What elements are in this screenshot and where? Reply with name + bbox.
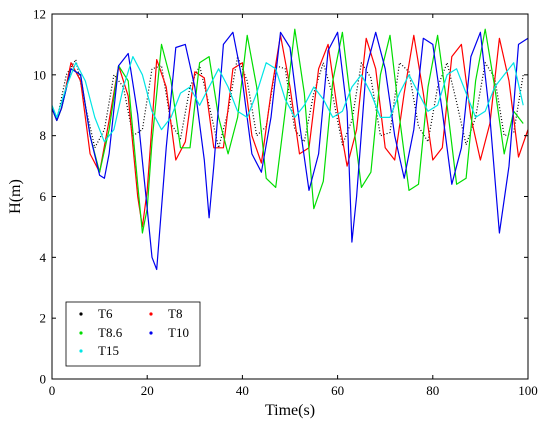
y-tick-label: 12 <box>33 7 46 22</box>
legend-label: T15 <box>98 343 119 358</box>
series-line-t10 <box>51 31 529 271</box>
legend-marker <box>149 312 153 316</box>
legend-label: T8.6 <box>98 325 123 340</box>
x-tick-label: 80 <box>426 383 439 398</box>
legend-label: T8 <box>168 306 182 321</box>
x-axis-title: Time(s) <box>265 402 315 419</box>
x-tick-label: 100 <box>518 383 538 398</box>
legend-label: T6 <box>98 306 113 321</box>
legend-marker <box>79 312 83 316</box>
series-line-t6 <box>51 55 524 149</box>
legend-marker <box>79 331 83 335</box>
y-tick-label: 2 <box>40 311 47 326</box>
legend-box <box>65 301 201 367</box>
y-tick-label: 8 <box>40 128 47 143</box>
y-tick-label: 4 <box>40 250 47 265</box>
series-line-t15 <box>51 55 524 143</box>
y-axis-title: H(m) <box>7 179 24 214</box>
legend-marker <box>79 349 83 353</box>
legend: T6 T8 T8.6 T10 T15 <box>65 301 201 367</box>
x-tick-label: 20 <box>141 383 154 398</box>
x-tick-label: 60 <box>331 383 344 398</box>
y-tick-label: 6 <box>40 189 47 204</box>
y-tick-label: 10 <box>33 67 46 82</box>
plot-series-group <box>51 28 529 271</box>
legend-label: T10 <box>168 325 189 340</box>
legend-marker <box>149 331 153 335</box>
y-tick-label: 0 <box>40 372 47 387</box>
x-tick-label: 40 <box>236 383 249 398</box>
series-line-t8-6 <box>51 28 524 234</box>
x-tick-label: 0 <box>49 383 56 398</box>
axis-ticks-group: 0 20 40 60 80 100 0 2 4 6 8 10 12 <box>33 7 538 399</box>
